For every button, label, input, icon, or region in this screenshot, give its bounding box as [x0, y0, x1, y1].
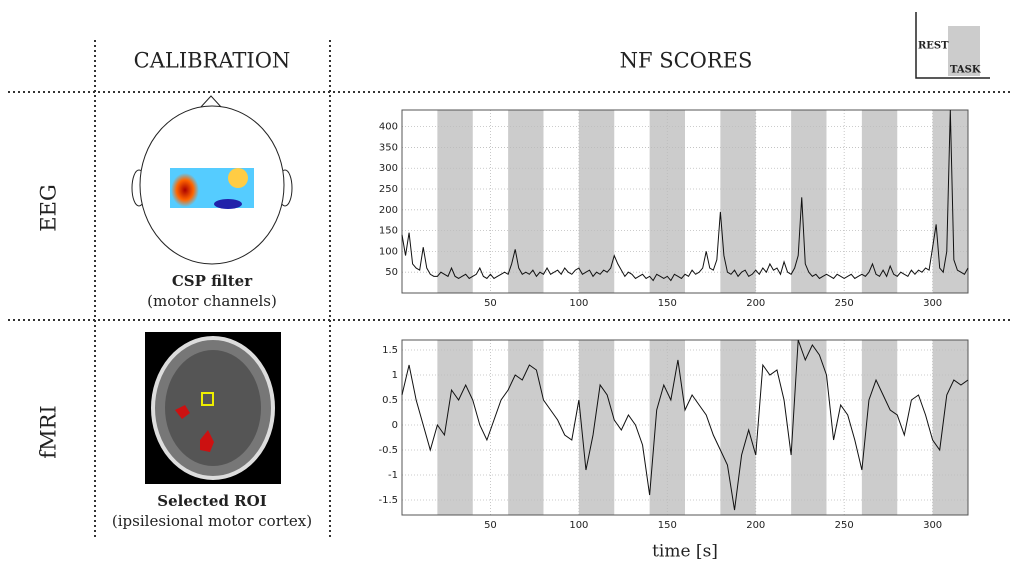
column-header: CALIBRATION: [134, 49, 291, 73]
caption: Selected ROI: [157, 492, 266, 510]
y-tick-label: 200: [379, 205, 398, 216]
legend-label: REST: [918, 41, 949, 52]
task-block: [861, 340, 898, 515]
x-tick-label: 200: [746, 520, 765, 531]
task-block: [791, 340, 827, 515]
plot-frame: [401, 109, 969, 294]
y-tick-label: 50: [385, 267, 398, 278]
task-block: [508, 110, 544, 293]
x-tick-label: 150: [658, 520, 677, 531]
y-tick-label: -1.5: [378, 495, 398, 506]
y-tick-label: 1: [392, 370, 398, 381]
subcaption: (motor channels): [147, 292, 277, 310]
x-tick-label: 250: [835, 298, 854, 309]
fmri-slice: [145, 332, 281, 484]
eeg-head: [131, 95, 293, 265]
rest-task-legend: REST TASK: [915, 12, 990, 79]
legend-label: TASK: [950, 65, 981, 76]
task-block: [791, 110, 827, 293]
task-block: [861, 110, 898, 293]
x-tick-label: 100: [569, 298, 588, 309]
y-tick-label: 300: [379, 163, 398, 174]
y-tick-label: 150: [379, 226, 398, 237]
score-line: [401, 109, 969, 282]
y-tick-label: 0: [392, 420, 398, 431]
y-tick-label: 0.5: [382, 395, 398, 406]
task-block: [437, 110, 473, 293]
y-tick-label: 350: [379, 142, 398, 153]
task-block: [720, 340, 756, 515]
plot-frame: [401, 339, 969, 516]
task-block: [932, 110, 968, 293]
task-block: [932, 340, 968, 515]
y-tick-label: 250: [379, 184, 398, 195]
y-tick-label: 100: [379, 246, 398, 257]
row-label: EEG: [37, 184, 61, 231]
x-tick-label: 250: [835, 520, 854, 531]
y-tick-label: 1.5: [382, 345, 398, 356]
y-tick-label: -0.5: [378, 445, 398, 456]
x-tick-label: 50: [484, 520, 497, 531]
x-tick-label: 300: [923, 298, 942, 309]
score-line: [401, 339, 969, 511]
task-block: [508, 340, 544, 515]
legend-frame: [915, 12, 990, 79]
x-tick-label: 50: [484, 298, 497, 309]
x-tick-label: 200: [746, 298, 765, 309]
column-header: NF SCORES: [620, 49, 753, 73]
caption: CSP filter: [172, 272, 253, 290]
x-tick-label: 150: [658, 298, 677, 309]
y-tick-label: -1: [388, 470, 398, 481]
task-block: [720, 110, 756, 293]
task-block: [578, 110, 615, 293]
task-block: [578, 340, 615, 515]
row-label: fMRI: [37, 405, 61, 458]
x-tick-label: 300: [923, 520, 942, 531]
x-tick-label: 100: [569, 520, 588, 531]
task-swatch: [948, 26, 980, 76]
x-axis-label: time [s]: [652, 542, 718, 562]
y-tick-label: 400: [379, 122, 398, 133]
task-block: [437, 340, 473, 515]
subcaption: (ipsilesional motor cortex): [112, 512, 312, 530]
